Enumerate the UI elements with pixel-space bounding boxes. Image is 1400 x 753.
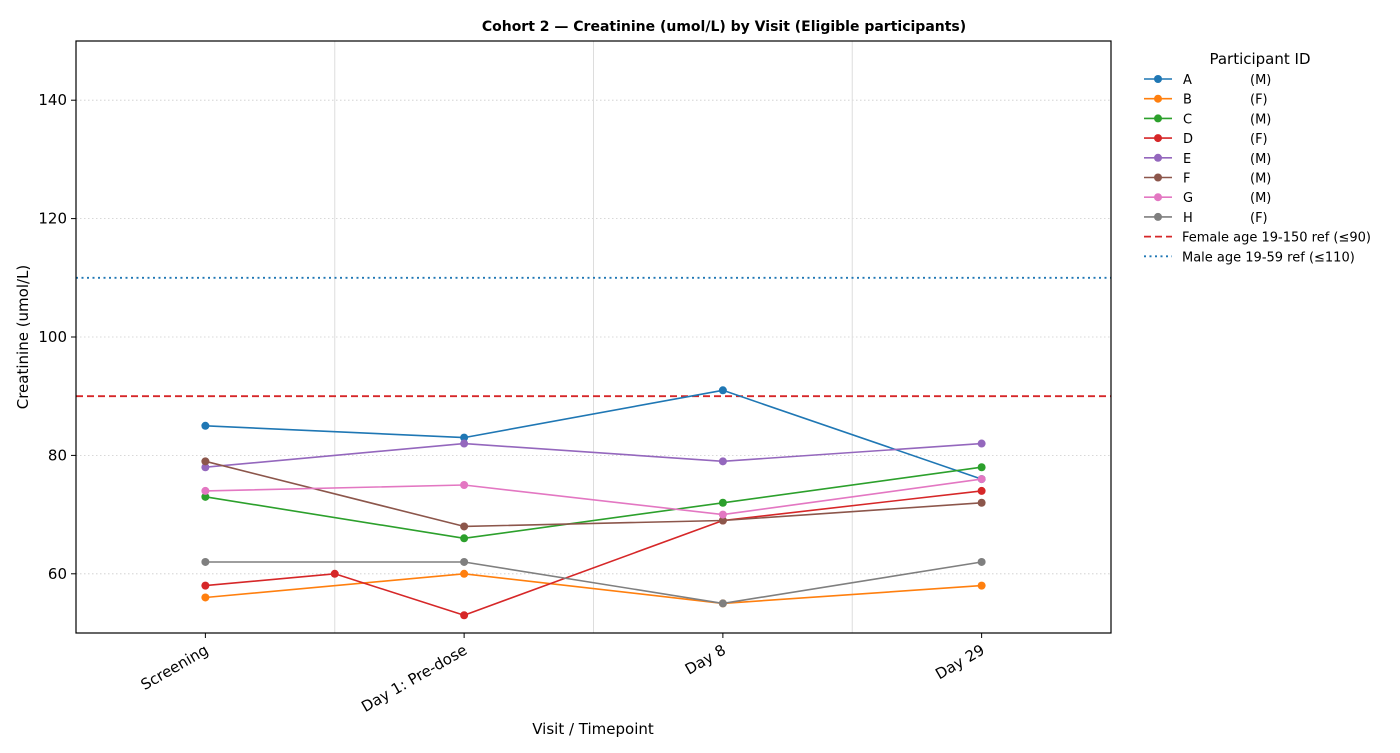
data-point	[201, 486, 210, 495]
reference-lines	[76, 276, 1111, 398]
data-point	[460, 481, 469, 489]
data-point	[201, 421, 210, 430]
legend-title: Participant ID	[1209, 50, 1310, 68]
x-axis-ticks: Screening Day 1: Pre-dose Day 8 Day 29	[138, 633, 988, 716]
data-point	[718, 510, 727, 519]
data-point	[977, 439, 986, 448]
legend-item-h: H (F)	[1144, 211, 1268, 226]
data-point	[977, 581, 986, 590]
legend-item-reference: Female age 19-150 ref (≤90)	[1144, 231, 1371, 246]
series-h	[201, 557, 986, 608]
legend-swatch-marker	[1154, 173, 1162, 182]
series-e	[201, 439, 986, 472]
series-line	[205, 389, 982, 480]
y-tick-label: 60	[48, 565, 67, 583]
data-point	[201, 557, 210, 566]
legend-label: Male age 19-59 ref (≤110)	[1182, 250, 1355, 265]
legend-item-a: A (M)	[1144, 73, 1271, 88]
series-g	[201, 475, 986, 519]
y-tick-label: 140	[38, 91, 67, 109]
series-f	[201, 457, 986, 531]
legend-swatch-marker	[1154, 193, 1162, 202]
series-c	[201, 463, 986, 543]
legend-item-c: C (M)	[1144, 112, 1271, 127]
data-point	[201, 457, 210, 466]
y-axis-label: Creatinine (umol/L)	[14, 265, 32, 410]
data-point	[718, 516, 727, 525]
data-point	[977, 498, 986, 507]
x-axis-label: Visit / Timepoint	[532, 720, 654, 738]
legend-swatch-marker	[1154, 153, 1162, 162]
data-point	[460, 433, 469, 442]
series-line	[205, 466, 982, 540]
series-line	[205, 478, 982, 516]
series-line	[205, 572, 982, 605]
legend-sex: (M)	[1250, 172, 1271, 187]
legend-swatch-marker	[1154, 75, 1162, 83]
x-tick-label: Day 29	[932, 641, 987, 683]
legend-item-reference: Male age 19-59 ref (≤110)	[1144, 250, 1355, 265]
data-point	[201, 581, 210, 590]
legend-item-d: D (F)	[1144, 132, 1268, 147]
legend: Participant ID A (M)B (F)C (M)D (F)E (M)F (M)G…	[1144, 50, 1371, 265]
data-point	[460, 611, 469, 620]
y-tick-label: 80	[48, 446, 67, 464]
legend-label: E	[1183, 152, 1191, 167]
legend-sex: (F)	[1250, 211, 1268, 226]
legend-swatch-marker	[1154, 94, 1162, 103]
legend-label: C	[1183, 112, 1192, 127]
data-point	[330, 569, 339, 578]
legend-label: F	[1183, 172, 1190, 187]
series-line	[205, 442, 982, 468]
data-point	[201, 463, 210, 472]
legend-sex: (F)	[1250, 93, 1268, 108]
grid-lines	[76, 41, 1111, 633]
data-point	[718, 599, 727, 608]
data-point	[460, 439, 469, 448]
chart-title: Cohort 2 — Creatinine (umol/L) by Visit …	[482, 19, 966, 35]
legend-swatch-marker	[1154, 212, 1162, 221]
legend-label: H	[1183, 211, 1193, 226]
y-tick-label: 100	[38, 328, 67, 346]
legend-sex: (M)	[1250, 112, 1271, 127]
legend-item-f: F (M)	[1144, 172, 1271, 187]
series-line	[205, 460, 982, 528]
data-point	[977, 463, 986, 472]
x-tick-label: Day 1: Pre-dose	[358, 641, 470, 716]
data-point	[201, 492, 210, 501]
data-point	[460, 557, 469, 566]
data-point	[977, 557, 986, 566]
legend-label: D	[1183, 132, 1193, 147]
series-line	[205, 561, 982, 605]
legend-label: Female age 19-150 ref (≤90)	[1182, 231, 1371, 246]
legend-label: A	[1183, 73, 1192, 88]
data-series	[201, 386, 986, 620]
data-point	[460, 534, 469, 543]
legend-item-g: G (M)	[1144, 191, 1271, 206]
legend-item-b: B (F)	[1144, 93, 1268, 108]
data-point	[718, 457, 727, 466]
x-tick-label: Day 8	[682, 641, 729, 679]
y-tick-label: 120	[38, 210, 67, 228]
legend-item-e: E (M)	[1144, 152, 1271, 167]
legend-label: G	[1183, 191, 1193, 206]
data-point	[977, 486, 986, 495]
legend-sex: (M)	[1250, 73, 1271, 88]
legend-label: B	[1183, 93, 1192, 108]
data-point	[460, 569, 469, 578]
legend-swatch-marker	[1154, 134, 1162, 143]
y-axis-ticks: 60 80 100 120 140	[38, 91, 76, 583]
data-point	[460, 522, 469, 531]
data-point	[718, 498, 727, 507]
data-point	[718, 386, 727, 395]
legend-swatch-marker	[1154, 114, 1162, 123]
data-point	[201, 593, 210, 602]
x-tick-label: Screening	[138, 641, 212, 694]
data-point	[977, 475, 986, 484]
legend-sex: (M)	[1250, 152, 1271, 167]
legend-sex: (M)	[1250, 191, 1271, 206]
legend-sex: (F)	[1250, 132, 1268, 147]
